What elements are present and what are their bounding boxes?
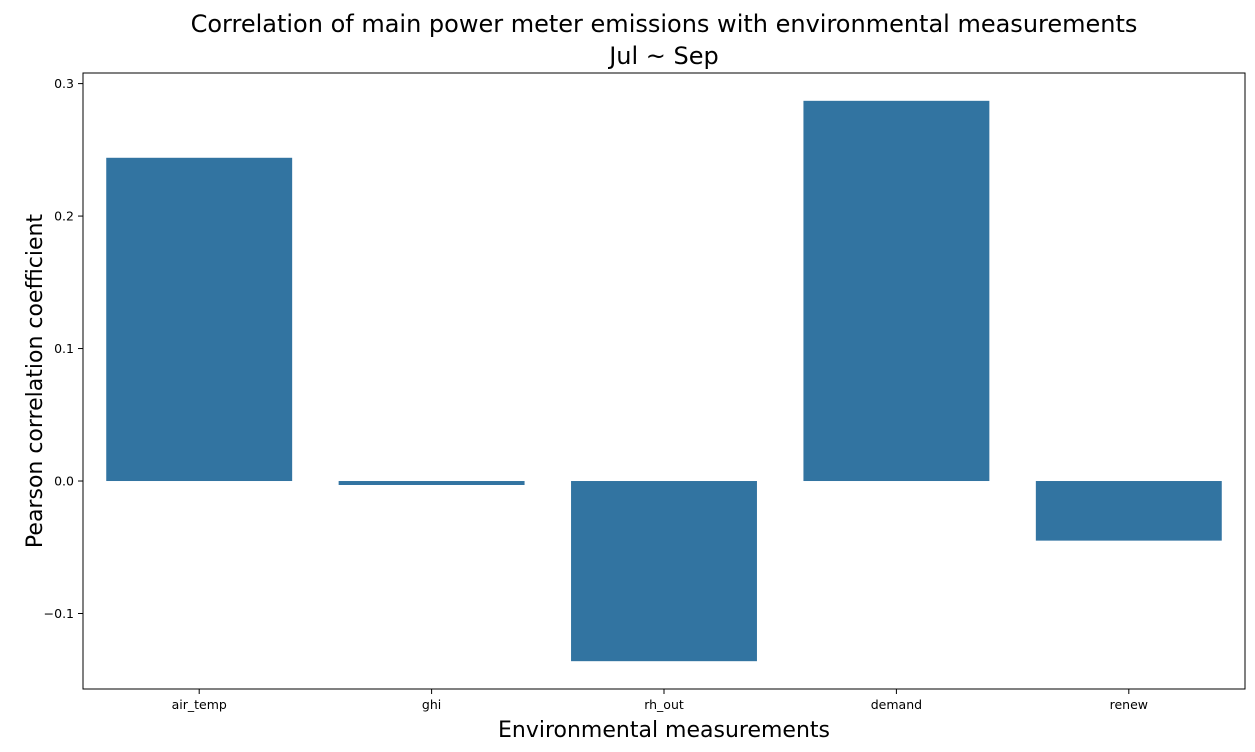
x-axis-ticks: air_temp ghi rh_out demand renew (172, 689, 1148, 712)
y-axis-ticks: −0.1 0.0 0.1 0.2 0.3 (44, 76, 83, 621)
y-tick-label: 0.0 (54, 474, 74, 489)
chart-title: Correlation of main power meter emission… (191, 10, 1138, 38)
plot-area: −0.1 0.0 0.1 0.2 0.3 air_temp ghi rh_out demand… (44, 72, 1246, 712)
x-tick-label: air_temp (172, 697, 227, 712)
y-tick-label: 0.1 (54, 341, 74, 356)
y-tick-label: 0.3 (54, 76, 74, 91)
bar-demand (803, 100, 990, 482)
bars-group (106, 100, 1222, 662)
x-tick-label: ghi (422, 697, 441, 712)
bar-air_temp (106, 157, 293, 482)
y-axis-label: Pearson correlation coefficient (23, 214, 48, 548)
x-tick-label: rh_out (644, 697, 684, 712)
bar-renew (1035, 481, 1222, 541)
y-tick-label: 0.2 (54, 209, 74, 224)
y-tick-label: −0.1 (44, 606, 74, 621)
x-axis-label: Environmental measurements (498, 718, 830, 743)
x-tick-label: demand (871, 697, 922, 712)
bar-ghi (338, 481, 525, 485)
chart-subtitle: Jul ~ Sep (607, 42, 719, 70)
bar-rh_out (571, 481, 757, 662)
x-tick-label: renew (1110, 697, 1148, 712)
